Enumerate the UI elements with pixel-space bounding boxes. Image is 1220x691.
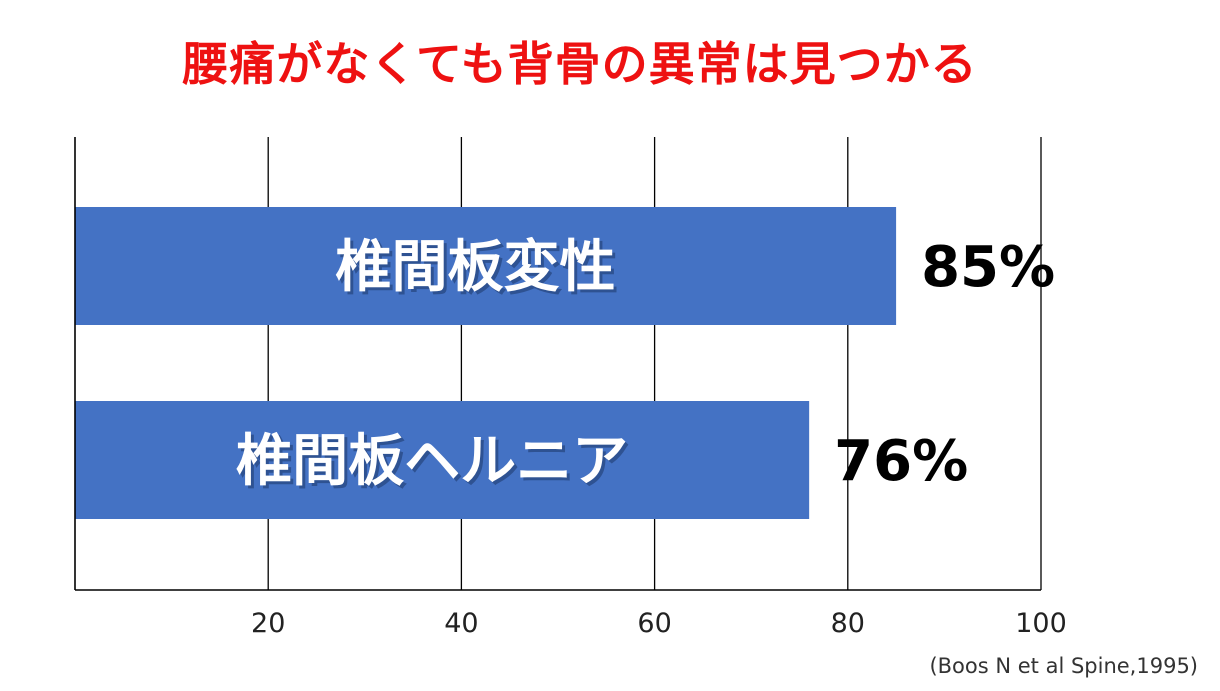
bar-label-shadow-1: 椎間板変性 bbox=[339, 238, 619, 303]
x-tick-label-80: 80 bbox=[831, 608, 865, 639]
x-tick-label-60: 60 bbox=[637, 608, 671, 639]
bar-2 bbox=[75, 401, 810, 519]
value-label-2: 76% bbox=[834, 429, 968, 494]
source-citation: (Boos N et al Spine,1995) bbox=[929, 654, 1198, 678]
bar-label-1: 椎間板変性 bbox=[336, 235, 616, 300]
x-tick-label-40: 40 bbox=[444, 608, 478, 639]
bar-label-2: 椎間板ヘルニア bbox=[236, 429, 628, 494]
chart-title: 腰痛がなくても背骨の異常は見つかる bbox=[182, 37, 978, 91]
x-tick-label-20: 20 bbox=[251, 608, 285, 639]
x-tick-label-100: 100 bbox=[1015, 608, 1067, 639]
bar-label-shadow-2: 椎間板ヘルニア bbox=[239, 432, 631, 497]
value-label-1: 85% bbox=[921, 235, 1055, 300]
bar-1 bbox=[75, 207, 897, 325]
